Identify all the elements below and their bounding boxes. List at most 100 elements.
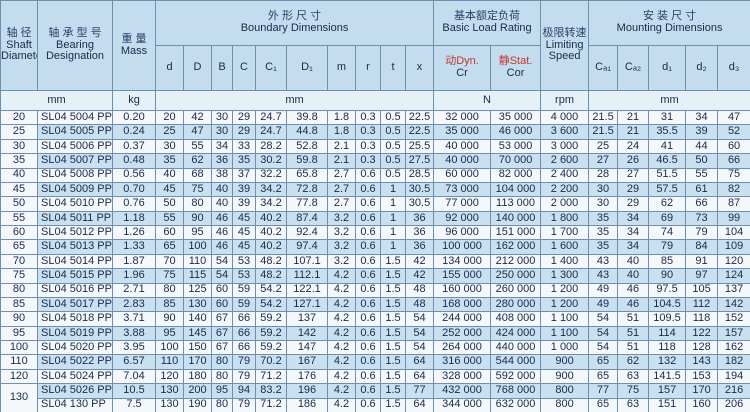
cell: 1.5 [380,253,406,270]
cell: 34 [211,138,233,155]
cell: 51 [617,311,650,327]
cell: 2 200 [540,181,590,198]
cell: 145 [183,325,212,342]
cell: 83.2 [255,383,287,399]
cell: 2.83 [112,296,156,313]
cell: 140 000 [490,210,542,227]
cell: 54 [404,339,435,356]
cell: 4.2 [327,383,356,399]
cell: 45 [232,210,256,227]
cell: 38 [211,167,233,183]
cell: 120 [155,368,184,385]
row: 100 SL04 5020 PP 3.95 100 150 67 66 59.2 147 4.2 0… [0,339,750,356]
shaft-cell: 95 [0,325,38,342]
row: 120 SL04 5024 PP 7.04 120 180 80 79 71.2 176 4.2 0… [0,368,750,385]
label: Mounting Dimensions [616,22,723,34]
label: 动Dyn. [445,55,479,68]
cell: 37 [232,167,256,183]
cell: 4.2 [327,368,356,385]
cell: 34 [617,239,650,255]
cell: 0.6 [355,268,381,284]
column-header: C [232,45,256,91]
cell: 4.2 [327,268,356,284]
cell: 82 000 [490,167,542,183]
cell: 80 [183,196,212,212]
cell: 800 [540,383,590,399]
cell: 65 [588,354,619,370]
cell: 1 400 [540,253,590,270]
cell: 92 000 [433,210,492,227]
row: 50 SL04 5010 PP 0.76 50 80 40 39 34.2 77.8 2.7 0.6… [0,196,750,212]
cell: 40 000 [433,153,492,169]
cell: 29 [232,109,256,126]
cell: 1.5 [380,268,406,284]
cell: 168 000 [433,296,492,313]
label: Shaft Diameter [1,38,37,63]
cell: 3 600 [540,124,590,140]
designation-cell: SL04 5012 PP [37,224,113,241]
cell: 70 [155,253,184,270]
cell: 104 [717,224,750,241]
cell: 25 [588,138,619,155]
unit: kg [112,90,156,111]
cell: 30 [588,196,619,212]
cell: 80 [211,354,233,370]
cell: 30.5 [404,181,435,198]
cell: 1.8 [327,109,356,126]
designation-header: 轴 承 型 号 Bearing Designation [37,0,113,91]
cell: 3.2 [327,253,356,270]
cell: 62 [648,196,687,212]
column-header: d₁ [648,45,687,91]
cell: 62 [617,354,650,370]
row: 130 SL04 5026 PP 10.5 130 200 95 94 83.2 196 4.2 0… [0,383,750,412]
cell: 40.2 [255,210,287,227]
cell: 0.48 [112,153,156,169]
cell: 60 [717,138,750,155]
cell: 153 [685,368,719,385]
cell: 0.70 [112,181,156,198]
cell: 0.6 [355,210,381,227]
cell: 45 [232,239,256,255]
cell: 46 [211,224,233,241]
cell: 142 [717,296,750,313]
row: 110 SL04 5022 PP 6.57 110 170 80 79 70.2 167 4.2 0… [0,354,750,370]
cell: 68 [183,167,212,183]
cell: 250 000 [490,268,542,284]
cell: 0.6 [355,181,381,198]
cell: 48.2 [255,268,287,284]
label: Limiting Speed [545,38,584,63]
cell: 316 000 [433,354,492,370]
designation-cell: SL04 5011 PP [37,210,113,227]
cell: 200 [183,383,212,399]
cell: 1.5 [380,311,406,327]
cell: 1 [380,239,406,255]
cell: 29 [617,196,650,212]
cell: 155 000 [433,268,492,284]
cell: 34 [617,224,650,241]
label: 基本额定负荷 [454,10,521,23]
cell: 99 [717,210,750,227]
cell: 46 [211,210,233,227]
cell: 28.2 [255,138,287,155]
cell: 1 200 [540,282,590,298]
cell: 97.4 [286,239,328,255]
cell: 0.6 [355,383,381,399]
column-header: Cₐ₁ [588,45,619,91]
cell: 151 [648,397,687,412]
cell: 35 000 [490,109,542,126]
cell: 82 [717,181,750,198]
cell: 0.3 [355,138,381,155]
cell: 42 [404,253,435,270]
cell: 55 [155,210,184,227]
cell: 7.04 [112,368,156,385]
cell: 2.1 [327,138,356,155]
cell: 32.2 [255,167,287,183]
cell: 4.2 [327,325,356,342]
cell: 1.5 [380,282,406,298]
cell: 1.33 [112,239,156,255]
cell: 128 [685,339,719,356]
cell: 141.5 [648,368,687,385]
cell: 180 [183,368,212,385]
cell: 50 [155,196,184,212]
